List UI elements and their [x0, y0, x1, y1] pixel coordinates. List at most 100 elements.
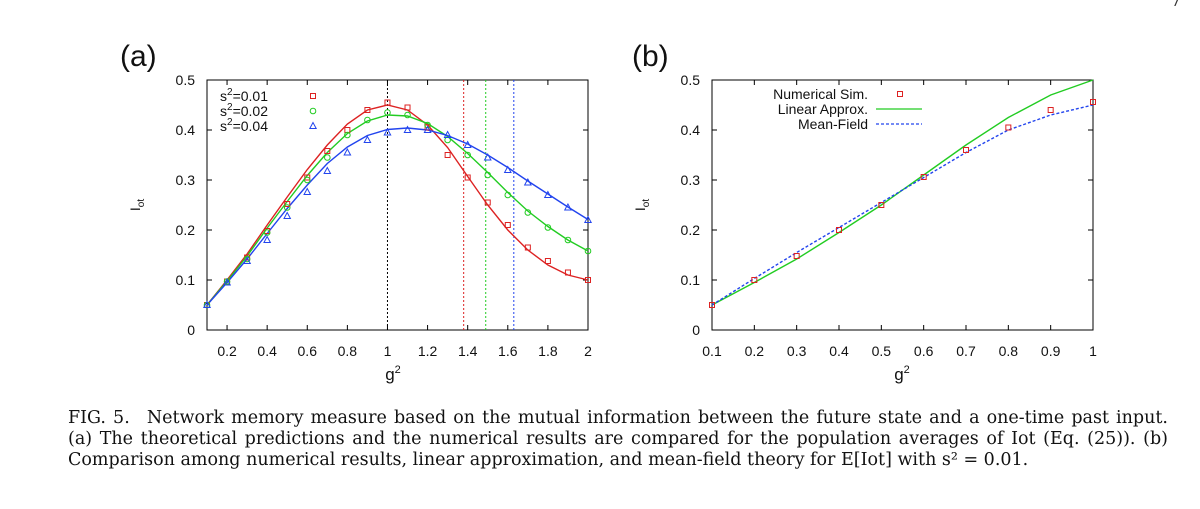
page-number: 7: [1170, 0, 1182, 11]
figure-5: (a) 0.2 0.4 0.6 0.8 1 1.2 1.4 1.6 1.8 200.10.20.3…: [120, 40, 1097, 384]
panel-a-ytick-label: 0.2: [176, 222, 196, 238]
panel-b-ytick-label: 0.3: [681, 172, 701, 188]
panel-a-point-2: [383, 127, 392, 136]
panel-a-point-2: [583, 215, 593, 223]
panel-a-point-1: [303, 176, 311, 184]
panel-a-point-2: [263, 235, 272, 243]
panel-a-point-2: [563, 202, 572, 211]
panel-b-point-0: [709, 302, 715, 308]
panel-a-point-1: [344, 131, 351, 139]
panel-b-point-0: [878, 202, 885, 208]
panel-a-ytick-label: 0.5: [176, 72, 196, 88]
panel-b-ytick-label: 0.2: [681, 222, 701, 238]
panel-a-point-2: [443, 130, 452, 138]
panel-a-point-1: [504, 191, 512, 199]
panel-a-point-2: [503, 165, 512, 173]
panel-a-ytick-label: 0.4: [176, 122, 196, 138]
panel-b-xtick-label: 0.4: [829, 343, 849, 359]
panel-b-point-0: [793, 253, 800, 259]
panel-b-point-0: [751, 277, 758, 283]
panel-a-point-1: [364, 116, 371, 124]
panel-b-ytick-label: 0: [692, 322, 700, 338]
panel-b-series-line-1: [711, 79, 1094, 306]
panel-a-xtick-label: 2: [584, 343, 592, 359]
panel-a-xtick-label: 1.2: [418, 343, 438, 359]
legend-a-marker-1: [309, 107, 317, 115]
panel-b-frame: [711, 79, 1094, 331]
panel-a-point-0: [364, 107, 371, 113]
panel-a-point-0: [404, 104, 411, 111]
panel-a-point-2: [423, 125, 432, 133]
panel-a-xtick-label: 1.4: [458, 343, 478, 359]
panel-b-ytick-label: 0.5: [681, 72, 701, 88]
panel-a-xlabel: g2: [385, 364, 401, 384]
panel-a-point-2: [363, 135, 372, 143]
panel-b-point-0: [1090, 99, 1096, 105]
panel-b-point-0: [1047, 107, 1054, 113]
panel-a-point-1: [424, 121, 431, 129]
panel-a-point-0: [384, 99, 391, 106]
panel-b-ytick-label: 0.1: [681, 272, 701, 288]
panel-a-point-1: [444, 136, 451, 144]
panel-b-point-0: [920, 174, 927, 180]
caption-label: FIG. 5.: [68, 408, 130, 428]
panel-b-ytick-label: 0.4: [681, 122, 701, 138]
panel-a-point-1: [564, 236, 572, 244]
panel-a-point-0: [504, 222, 511, 228]
panel-a-xtick-label: 1: [384, 343, 392, 359]
panel-a-series-line-1: [206, 114, 589, 306]
legend-b-label-1: Linear Approx.: [778, 101, 868, 117]
panel-a-point-0: [304, 174, 311, 181]
panel-a-point-0: [544, 258, 551, 264]
panel-a-point-2: [202, 300, 212, 308]
panel-a-point-2: [463, 140, 472, 148]
panel-a-xtick-label: 1.6: [498, 343, 518, 359]
panel-a-point-2: [303, 187, 312, 195]
legend-a-marker-0: [310, 93, 316, 99]
legend-a-marker-2: [308, 121, 318, 129]
panel-a-point-1: [404, 111, 411, 119]
panel-a-ytick-label: 0.3: [176, 172, 196, 188]
panel-b-xtick-label: 1: [1089, 343, 1097, 359]
panel-a-point-0: [444, 152, 451, 158]
panel-b-xtick-label: 0.3: [787, 343, 807, 359]
panel-a-point-2: [543, 190, 552, 198]
panel-b-xtick-label: 0.7: [956, 343, 976, 359]
figure-caption: FIG. 5. Network memory measure based on …: [68, 408, 1168, 471]
panel-a-point-1: [464, 151, 471, 159]
legend-b-label-0: Numerical Sim.: [773, 86, 868, 102]
panel-a-ytick-label: 0.1: [176, 272, 196, 288]
panel-b-xlabel: g2: [894, 364, 910, 384]
panel-a-point-2: [403, 125, 412, 133]
panel-a-point-0: [564, 269, 571, 276]
panel-a-series-line-2: [206, 127, 589, 306]
panel-b-xtick-label: 0.8: [999, 343, 1019, 359]
panel-a-point-2: [343, 147, 352, 156]
panel-a-xtick-label: 0.8: [338, 343, 358, 359]
panel-b-series-line-2: [711, 104, 1094, 306]
panel-b-xtick-label: 0.5: [872, 343, 892, 359]
panel-a-point-1: [524, 209, 532, 216]
panel-a-ylabel: Iot: [127, 199, 147, 211]
panel-a-point-0: [585, 277, 591, 283]
panel-a-point-1: [283, 204, 291, 211]
panel-a-point-0: [284, 201, 291, 207]
panel-a-point-0: [324, 148, 331, 154]
panel-a-point-2: [483, 152, 492, 161]
panel-b-legend: Numerical Sim.Linear Approx.Mean-Field: [773, 86, 922, 132]
legend-a-label-0: s2=0.01: [220, 87, 268, 104]
panel-a-point-2: [523, 177, 532, 186]
panel-b-ylabel: Iot: [632, 199, 652, 211]
panel-a-point-2: [223, 277, 232, 286]
panel-a-xtick-label: 1.8: [538, 343, 558, 359]
panel-a-point-1: [384, 109, 391, 116]
panel-a-point-1: [484, 171, 492, 179]
panel-b-point-0: [963, 147, 969, 153]
panel-a-point-2: [243, 256, 252, 264]
panel-a-point-0: [424, 124, 431, 131]
panel-b-point-0: [1005, 124, 1012, 131]
panel-a-point-1: [584, 247, 592, 255]
panel-a-frame: [206, 79, 589, 331]
legend-a-label-2: s2=0.04: [220, 117, 268, 134]
panel-a-point-0: [524, 244, 531, 251]
